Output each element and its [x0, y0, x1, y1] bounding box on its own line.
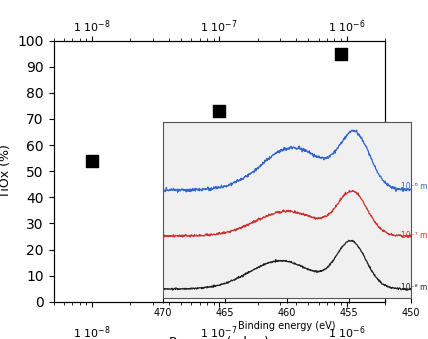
Text: 10⁻⁷ mbar: 10⁻⁷ mbar [401, 231, 428, 240]
Text: $1\ 10^{-7}$: $1\ 10^{-7}$ [200, 324, 238, 339]
Text: $1\ 10^{-8}$: $1\ 10^{-8}$ [73, 324, 111, 339]
Point [338, 51, 345, 57]
Point [216, 108, 223, 114]
Y-axis label: TiOx (%): TiOx (%) [0, 144, 12, 198]
Text: $1\ 10^{-6}$: $1\ 10^{-6}$ [328, 19, 366, 35]
Point [89, 158, 95, 163]
Text: 10⁻⁶ mbar: 10⁻⁶ mbar [401, 182, 428, 191]
Text: $1\ 10^{-8}$: $1\ 10^{-8}$ [73, 19, 111, 35]
X-axis label: Binding energy (eV): Binding energy (eV) [238, 321, 336, 331]
Text: 10⁻⁸ mbar: 10⁻⁸ mbar [401, 283, 428, 292]
Text: $1\ 10^{-6}$: $1\ 10^{-6}$ [328, 324, 366, 339]
Text: $1\ 10^{-7}$: $1\ 10^{-7}$ [200, 19, 238, 35]
X-axis label: Pressure (mbar): Pressure (mbar) [169, 336, 269, 339]
